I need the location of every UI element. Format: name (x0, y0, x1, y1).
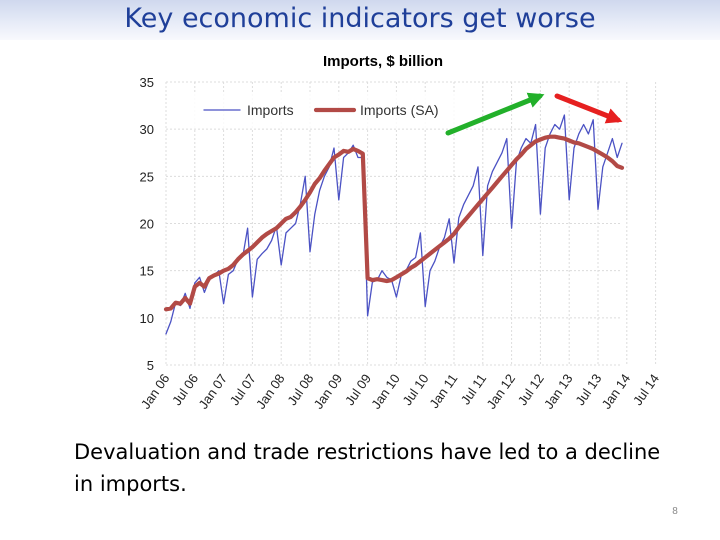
x-tick-label: Jan 14 (599, 371, 634, 412)
x-tick-label: Jan 08 (253, 371, 288, 412)
y-axis-ticks: 5 10 15 20 25 30 35 (140, 75, 154, 373)
y-tick-label: 15 (140, 264, 154, 279)
y-tick-label: 35 (140, 75, 154, 90)
slide-caption: Devaluation and trade restrictions have … (74, 440, 661, 496)
y-tick-label: 20 (140, 217, 154, 232)
x-tick-label: Jan 11 (426, 371, 460, 411)
imports-line (165, 114, 623, 335)
series-lines (163, 114, 625, 335)
title-band (0, 0, 720, 40)
grid-lines (165, 81, 657, 366)
trend-down-arrow (554, 93, 623, 124)
y-tick-label: 10 (140, 311, 154, 326)
x-tick-label: Jul 14 (630, 371, 662, 408)
legend-label: Imports (247, 102, 294, 118)
x-tick-label: Jan 10 (368, 371, 403, 412)
page-number: 8 (672, 506, 678, 517)
x-tick-label: Jan 12 (483, 371, 518, 412)
y-tick-label: 5 (147, 358, 154, 373)
y-tick-label: 25 (140, 169, 154, 184)
x-tick-label: Jan 13 (541, 371, 576, 412)
trend-arrows (445, 92, 623, 136)
legend: Imports Imports (SA) (194, 92, 464, 128)
y-tick-label: 30 (140, 122, 154, 137)
x-tick-label: Jan 06 (138, 371, 173, 412)
trend-up-arrow (445, 92, 545, 136)
x-tick-label: Jan 09 (311, 371, 346, 412)
slide-title: Key economic indicators get worse (124, 3, 596, 34)
imports-sa-line (163, 134, 625, 312)
legend-label: Imports (SA) (360, 102, 439, 118)
chart-title: Imports, $ billion (322, 53, 443, 70)
x-tick-label: Jan 07 (195, 371, 230, 412)
